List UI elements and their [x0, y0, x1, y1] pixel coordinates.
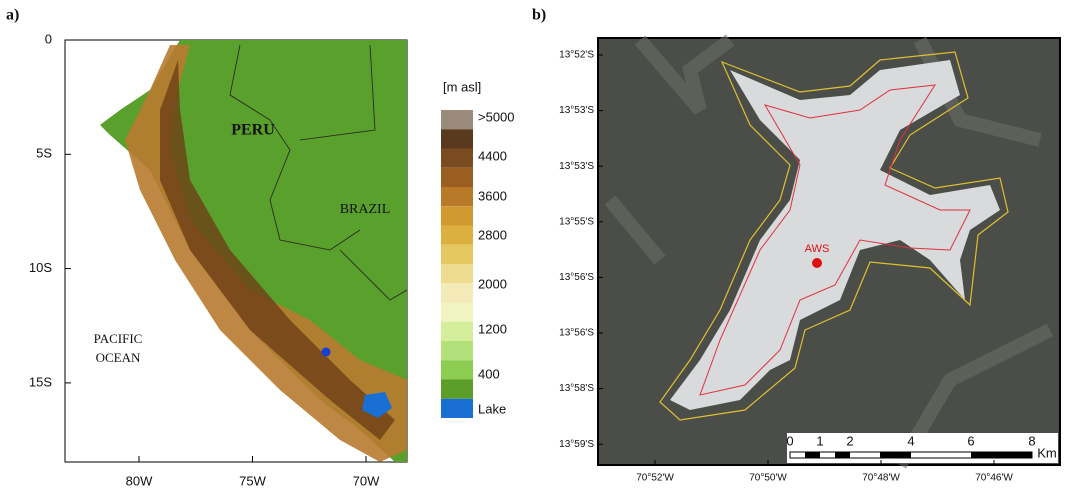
map-a: PERU BRAZIL PACIFIC OCEAN: [65, 40, 407, 462]
legend-label: 400: [478, 366, 500, 381]
legend-label: 2000: [478, 276, 507, 291]
scale-label: 8: [1028, 433, 1035, 448]
scale-label: 0: [786, 433, 793, 448]
legend-swatch: [441, 168, 473, 187]
y-tick-label: 10S: [29, 260, 52, 275]
legend-swatch: [441, 149, 473, 168]
legend-label: 1200: [478, 321, 507, 336]
legend-swatch: [441, 110, 473, 129]
y-tick-label: 13°52'S: [559, 50, 594, 61]
x-tick-label: 70°52'W: [636, 473, 674, 484]
legend-label: 4400: [478, 148, 507, 163]
panel-label: a): [6, 7, 19, 24]
aws-marker: [812, 258, 822, 268]
legend-swatch: [441, 245, 473, 264]
y-tick-label: 13°59'S: [559, 439, 594, 450]
x-tick-label: 70W: [353, 473, 380, 488]
legend-label: >5000: [478, 109, 515, 124]
legend-swatch: [441, 206, 473, 225]
legend-title: [m asl]: [443, 79, 481, 94]
scale-label: 1: [816, 433, 823, 448]
figure: a) b) PERU BRAZIL PACIFIC OCEAN [m asl] …: [0, 0, 1072, 502]
legend-label: 3600: [478, 188, 507, 203]
scale-label: 4: [907, 433, 914, 448]
x-tick-label: 70°50'W: [749, 473, 787, 484]
legend: [m asl] >5000 4400 3600 2800 2000 1200 400 Lake: [441, 79, 515, 418]
legend-swatch: [441, 341, 473, 360]
legend-swatch: [441, 322, 473, 341]
y-tick-label: 0: [45, 31, 52, 46]
legend-swatch: [441, 399, 473, 418]
x-tick-label: 75W: [239, 473, 266, 488]
map-b: AWS Km: [598, 38, 1060, 465]
y-tick-label: 13°58'S: [559, 383, 594, 394]
scale-unit: Km: [1037, 445, 1057, 460]
legend-label: 2800: [478, 227, 507, 242]
place-label: PACIFIC: [94, 331, 143, 346]
legend-swatch: [441, 380, 473, 399]
legend-label: Lake: [478, 401, 506, 416]
legend-swatch: [441, 360, 473, 379]
legend-swatch: [441, 226, 473, 245]
place-label: PERU: [231, 122, 275, 139]
legend-swatch: [441, 303, 473, 322]
y-tick-label: 13°56'S: [559, 328, 594, 339]
place-label: BRAZIL: [340, 202, 391, 217]
panel-label: b): [532, 7, 546, 24]
legend-swatch: [441, 129, 473, 148]
station-label: AWS: [805, 243, 830, 255]
legend-swatch: [441, 187, 473, 206]
x-tick-label: 70°48'W: [862, 473, 900, 484]
site-marker: [322, 348, 331, 357]
x-tick-label: 80W: [126, 473, 153, 488]
y-tick-label: 13°56'S: [559, 272, 594, 283]
y-tick-label: 13°55'S: [559, 216, 594, 227]
x-tick-label: 70°46'W: [975, 473, 1013, 484]
legend-swatch: [441, 283, 473, 302]
place-label: OCEAN: [96, 350, 141, 365]
y-tick-label: 15S: [29, 374, 52, 389]
y-tick-label: 5S: [36, 146, 52, 161]
scale-label: 2: [846, 433, 853, 448]
scale-label: 6: [967, 433, 974, 448]
y-tick-label: 13°53'S: [559, 105, 594, 116]
legend-swatch: [441, 264, 473, 283]
y-tick-label: 13°53'S: [559, 161, 594, 172]
